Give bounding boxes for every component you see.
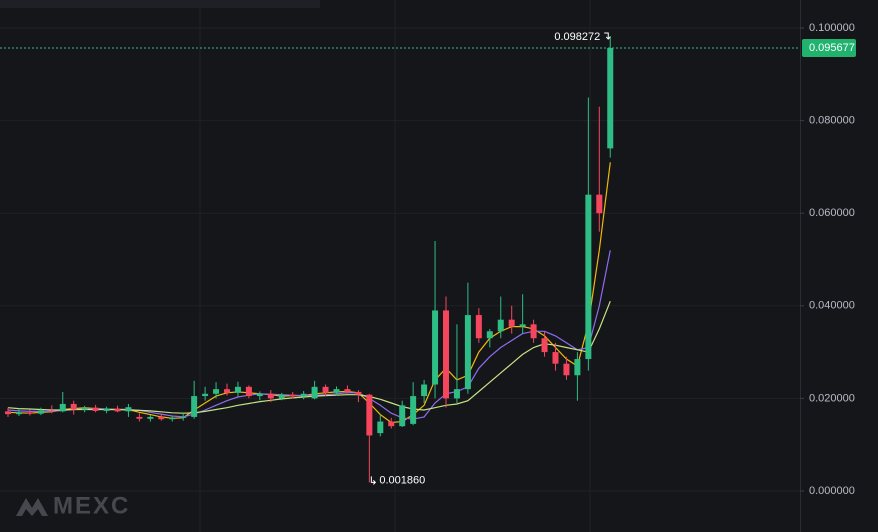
candle-body [289,394,296,397]
candle-body [224,389,230,393]
candle-body [530,324,537,339]
candle-body [202,393,209,397]
candle-body [585,194,592,360]
candle-body [508,319,515,327]
y-tick-label: 0.000000 [809,485,855,497]
candle-body [541,338,548,353]
legend-bar [0,0,320,8]
candle-body [497,319,504,332]
candle-body [5,411,11,415]
candle-body [147,416,154,419]
candle-body [410,396,417,424]
candle-body [267,393,274,399]
y-tick-label: 0.080000 [809,115,855,127]
candle-body [453,389,460,399]
candle-body [278,394,285,399]
candle-body [421,384,428,397]
candle-body [234,386,241,393]
candle-body [81,407,88,410]
candle-body [519,324,526,327]
candle-body [475,315,482,339]
candle-body [37,410,44,414]
candle-body [388,421,395,427]
candle-body [180,416,187,418]
candle-body [245,386,252,397]
low-arrow [370,476,377,485]
y-tick-label: 0.040000 [809,300,855,312]
watermark: MEXC [53,492,130,519]
candle-body [191,396,198,417]
candle-body [596,194,603,214]
candle-body [158,416,165,420]
candle-body [355,391,362,395]
candle-body [344,389,351,392]
candle-body [125,407,132,412]
candle-body [464,315,471,390]
candle-body [169,417,176,420]
candle-body [333,389,340,393]
candle-body [26,412,33,414]
candle-body [213,389,220,394]
candle-body [443,310,449,399]
candle-body [574,359,581,376]
candle-body [552,352,559,364]
current-price-box [802,39,856,58]
candle-body [300,393,307,397]
candle-body [366,394,373,436]
high-annotation: 0.098272 [554,31,600,43]
low-annotation: 0.001860 [379,474,425,486]
candle-body [563,363,570,376]
candle-body [322,386,329,393]
candle-body [103,408,110,411]
candle-body [114,408,121,412]
candle-body [256,393,263,397]
candle-body [92,407,99,411]
candle-body [70,403,77,410]
watermark-logo [16,498,48,516]
y-tick-label: 0.100000 [809,22,855,34]
candle-body [377,421,384,434]
y-tick-label: 0.020000 [809,392,855,404]
candle-body [607,48,614,149]
candle-body [432,310,439,385]
current-price-label: 0.095677 [809,42,855,54]
candle-body [136,416,143,419]
candle-body [15,412,22,415]
y-tick-label: 0.060000 [809,207,855,219]
candle-body [399,405,406,427]
candle-body [311,386,318,399]
candle-body [59,403,66,412]
high-arrow [604,32,611,40]
candle-body [48,410,55,412]
candle-body [486,331,493,339]
